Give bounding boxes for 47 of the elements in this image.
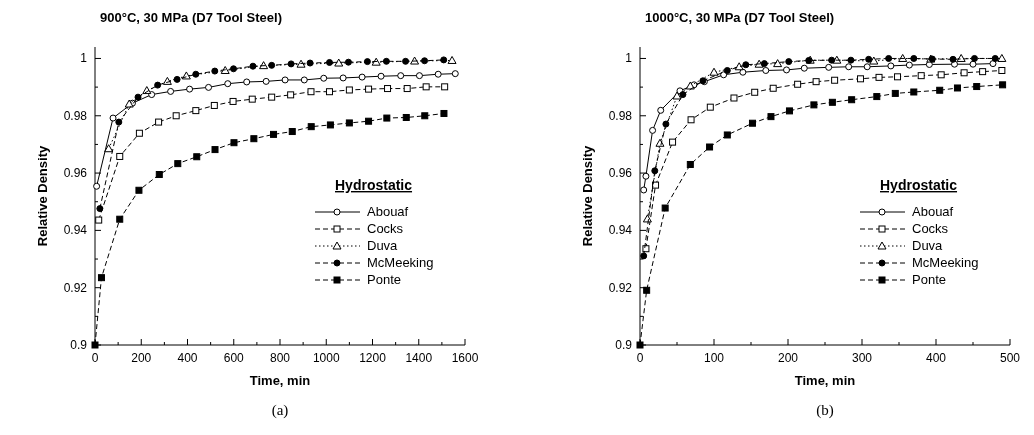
- y-tick-label: 0.98: [608, 108, 633, 123]
- legend-label: Ponte: [367, 272, 401, 287]
- legend-label: Cocks: [912, 221, 949, 236]
- x-tick-label: 200: [777, 351, 799, 365]
- legend-label: McMeeking: [912, 255, 979, 270]
- legend-label: McMeeking: [367, 255, 434, 270]
- x-tick-label: 1000: [312, 351, 340, 365]
- y-tick-label: 0.94: [63, 223, 88, 238]
- y-tick-label: 1: [80, 51, 88, 66]
- legend-label: Ponte: [912, 272, 946, 287]
- legend-label: Duva: [367, 238, 399, 253]
- legend-label: Abouaf: [367, 204, 409, 219]
- x-tick-label: 300: [851, 351, 873, 365]
- legend-title: Hydrostatic: [335, 177, 413, 193]
- y-tick-label: 0.9: [70, 338, 88, 352]
- x-tick-label: 500: [999, 351, 1021, 365]
- x-axis-title: Time, min: [794, 373, 856, 388]
- x-tick-label: 100: [703, 351, 725, 365]
- x-tick-label: 1200: [359, 351, 387, 365]
- x-tick-label: 400: [925, 351, 947, 365]
- text: (a): [271, 402, 289, 419]
- x-tick-label: 200: [131, 351, 152, 365]
- x-tick-label: 1600: [451, 351, 479, 365]
- x-tick-label: 600: [223, 351, 245, 365]
- legend-label: Cocks: [367, 221, 404, 236]
- chart-title: 900°C, 30 MPa (D7 Tool Steel): [100, 10, 282, 25]
- y-axis-title: Relative Density: [580, 145, 595, 247]
- y-axis-title: Relative Density: [35, 145, 50, 247]
- x-tick-label: 800: [269, 351, 291, 365]
- legend-title: Hydrostatic: [880, 177, 958, 193]
- x-tick-label: 0: [636, 351, 644, 365]
- y-tick-label: 0.96: [63, 166, 88, 181]
- y-tick-label: 0.92: [63, 280, 88, 295]
- x-axis-title: Time, min: [249, 373, 311, 388]
- x-tick-label: 0: [91, 351, 99, 365]
- legend-label: Duva: [912, 238, 944, 253]
- x-tick-label: 1400: [405, 351, 433, 365]
- y-tick-label: 1: [625, 51, 633, 66]
- y-tick-label: 0.96: [608, 166, 633, 181]
- y-tick-label: 0.92: [608, 280, 633, 295]
- x-tick-label: 400: [177, 351, 198, 365]
- chart-title: 1000°C, 30 MPa (D7 Tool Steel): [645, 10, 835, 25]
- y-tick-label: 0.98: [63, 108, 88, 123]
- y-tick-label: 0.94: [608, 223, 633, 238]
- y-tick-label: 0.9: [615, 338, 633, 352]
- text: (b): [816, 402, 834, 419]
- legend-label: Abouaf: [912, 204, 954, 219]
